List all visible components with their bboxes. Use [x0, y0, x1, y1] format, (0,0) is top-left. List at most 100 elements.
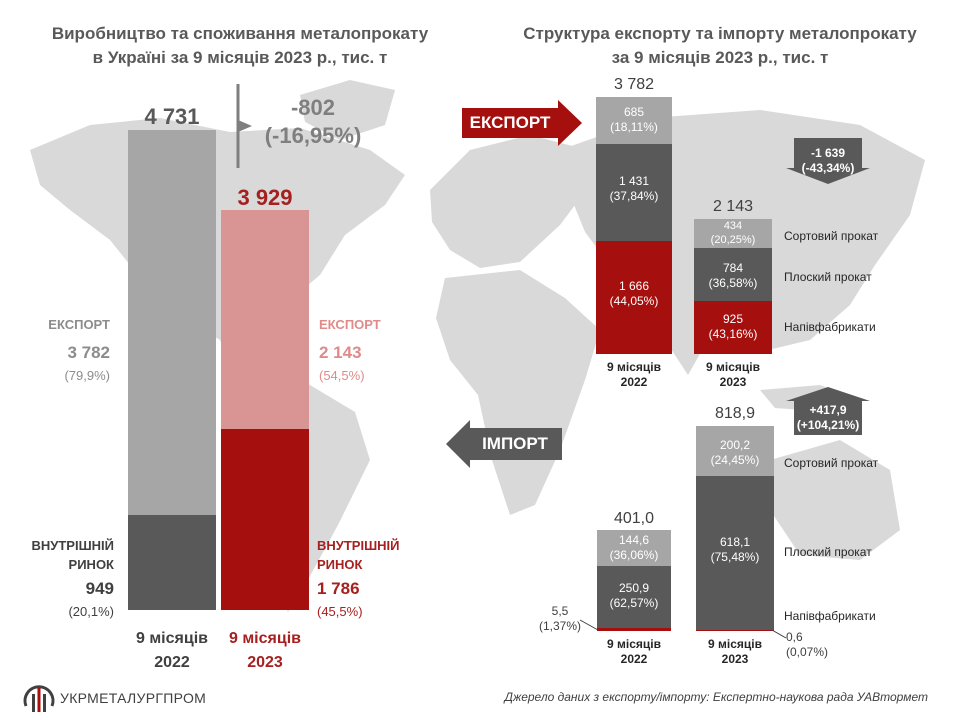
export-2022-semis-bar	[596, 241, 672, 354]
export-category-long: Сортовий прокат	[784, 229, 879, 243]
domestic-2022-label-line-1: ВНУТРІШНІЙ	[31, 538, 115, 553]
import-2023-semis-share: (0,07%)	[786, 645, 829, 659]
import-2022-long-products-label: 144,6 (36,06%)	[597, 533, 671, 563]
ukrmetalurgprom-logo-icon	[23, 685, 55, 712]
import-increase-percent: (+104,21%)	[796, 418, 860, 432]
export-2022-long-products-value: 685	[623, 105, 645, 119]
export-2023-long-products-share: (20,25%)	[710, 234, 756, 246]
export-2022-flat-products-label: 1 431 (37,84%)	[596, 174, 672, 204]
import-arrow-label: ІМПОРТ	[482, 434, 548, 453]
export-caption-2022-line-1: 9 місяців	[607, 360, 661, 374]
import-category-flat: Плоский прокат	[784, 545, 872, 559]
import-2023-semis-bar	[696, 630, 774, 631]
export-2023-semis-bar	[694, 301, 772, 354]
export-2023-long-products-value: 434	[723, 220, 743, 232]
import-increase-label: +417,9 (+104,21%)	[786, 403, 870, 433]
export-2022-flat-products-bar	[596, 144, 672, 241]
import-total-2022: 401,0	[613, 510, 655, 527]
export-2022-semis-share: (44,05%)	[609, 294, 659, 308]
import-2022-flat-products-bar	[597, 566, 671, 628]
export-2023-flat-products-share: (36,58%)	[708, 276, 758, 290]
export-arrow: ЕКСПОРТ	[462, 100, 584, 146]
import-caption-2022-line-2: 2022	[620, 652, 648, 666]
export-2022-long-products-bar	[596, 97, 672, 144]
import-2022-long-products-value: 144,6	[618, 533, 650, 547]
left-title-line-1: Виробництво та споживання металопрокату	[51, 24, 429, 43]
export-total-2023: 2 143	[712, 198, 754, 215]
export-category-flat: Плоский прокат	[784, 270, 872, 284]
export-2022-long-products-label: 685 (18,11%)	[596, 105, 672, 135]
import-caption-2023-line-2: 2023	[721, 652, 749, 666]
right-title-line-2: за 9 місяців 2023 р., тис. т	[611, 48, 829, 67]
import-2022-flat-products-label: 250,9 (62,57%)	[597, 581, 671, 611]
caption-2023-line-1: 9 місяців	[229, 630, 301, 647]
right-title-line-1: Структура експорту та імпорту металопрок…	[523, 24, 917, 43]
export-2023-semis-share: (43,16%)	[708, 327, 758, 341]
export-caption-2023-line-1: 9 місяців	[706, 360, 760, 374]
import-2022-semis-value: 5,5	[551, 604, 569, 618]
import-2023-flat-products-label: 618,1 (75,48%)	[696, 535, 774, 565]
greenland-shape	[300, 80, 395, 140]
domestic-2022-label-line-2: РИНОК	[68, 557, 114, 572]
export-caption-2023: 9 місяців 2023	[689, 360, 777, 390]
caption-2023-line-2: 2023	[247, 654, 283, 671]
caption-2023: 9 місяців 2023	[211, 627, 319, 675]
import-category-long: Сортовий прокат	[784, 456, 879, 470]
domestic-2023-label-line-2: РИНОК	[317, 557, 363, 572]
export-2023-value: 2 143	[319, 343, 362, 362]
import-category-semis: Напівфабрикати	[784, 609, 876, 623]
export-2022-label: ЕКСПОРТ	[48, 317, 110, 332]
change-label: -802 (-16,95%)	[258, 94, 368, 150]
export-2022-long-products-share: (18,11%)	[610, 120, 658, 134]
caption-2022-line-1: 9 місяців	[136, 630, 208, 647]
export-decrease-arrow-icon	[786, 138, 870, 184]
import-2023-long-products-share: (24,45%)	[710, 453, 760, 467]
import-2022-flat-products-share: (62,57%)	[609, 596, 659, 610]
import-caption-2023: 9 місяців 2023	[688, 637, 782, 667]
import-2022-semis-share: (1,37%)	[538, 619, 582, 633]
bar-2023-export	[221, 210, 309, 429]
export-2022-share: (79,9%)	[64, 368, 110, 383]
export-2023-flat-products-value: 784	[722, 261, 744, 275]
right-chart-title: Структура експорту та імпорту металопрок…	[500, 22, 940, 70]
export-2022-semis-value: 1 666	[618, 279, 650, 293]
import-caption-2022: 9 місяців 2022	[587, 637, 681, 667]
import-2023-flat-products-share: (75,48%)	[710, 550, 760, 564]
source-note: Джерело даних з експорту/імпорту: Експер…	[504, 690, 929, 704]
import-caption-2022-line-1: 9 місяців	[607, 637, 661, 651]
change-marker-icon	[236, 84, 252, 168]
import-arrow: ІМПОРТ	[446, 420, 562, 468]
bar-2022-domestic	[128, 515, 216, 610]
import-total-2023: 818,9	[714, 405, 756, 422]
domestic-2022-value: 949	[85, 579, 114, 598]
domestic-2023-label-line-1: ВНУТРІШНІЙ	[317, 538, 400, 553]
export-decrease-value: -1 639	[810, 146, 846, 160]
import-2023-long-products-value: 200,2	[719, 438, 751, 452]
africa-shape	[436, 270, 600, 515]
import-2023-semis-value: 0,6	[786, 630, 803, 644]
import-increase-value: +417,9	[809, 403, 847, 417]
left-title-line-2: в Україні за 9 місяців 2023 р., тис. т	[92, 48, 388, 67]
north-america-shape	[30, 118, 405, 340]
import-2022-long-products-share: (36,06%)	[609, 548, 659, 562]
import-2022-semis-bar	[597, 628, 671, 631]
import-2023-flat-products-bar	[696, 476, 774, 630]
export-2023-semis-label: 925 (43,16%)	[694, 312, 772, 342]
import-2023-flat-products-value: 618,1	[719, 535, 751, 549]
australia-shape	[770, 440, 900, 560]
import-2023-long-products-bar	[696, 426, 774, 476]
import-2022-semis-label: 5,5 (1,37%)	[532, 604, 588, 634]
export-arrow-icon	[462, 100, 582, 146]
import-arrow-icon	[446, 420, 562, 468]
export-arrow-label: ЕКСПОРТ	[469, 113, 551, 132]
export-2023-long-products-label: 434 (20,25%)	[694, 219, 772, 247]
domestic-2023-value: 1 786	[317, 579, 360, 598]
export-2023-label: ЕКСПОРТ	[319, 317, 381, 332]
export-2022-value: 3 782	[67, 343, 110, 362]
import-2023-semis-label: 0,6 (0,07%)	[786, 630, 846, 660]
import-2023-long-products-label: 200,2 (24,45%)	[696, 438, 774, 468]
export-category-semis: Напівфабрикати	[784, 320, 876, 334]
export-2022-flat-products-value: 1 431	[618, 174, 650, 188]
domestic-2022-share: (20,1%)	[68, 604, 114, 619]
export-2023-long-products-bar	[694, 219, 772, 248]
